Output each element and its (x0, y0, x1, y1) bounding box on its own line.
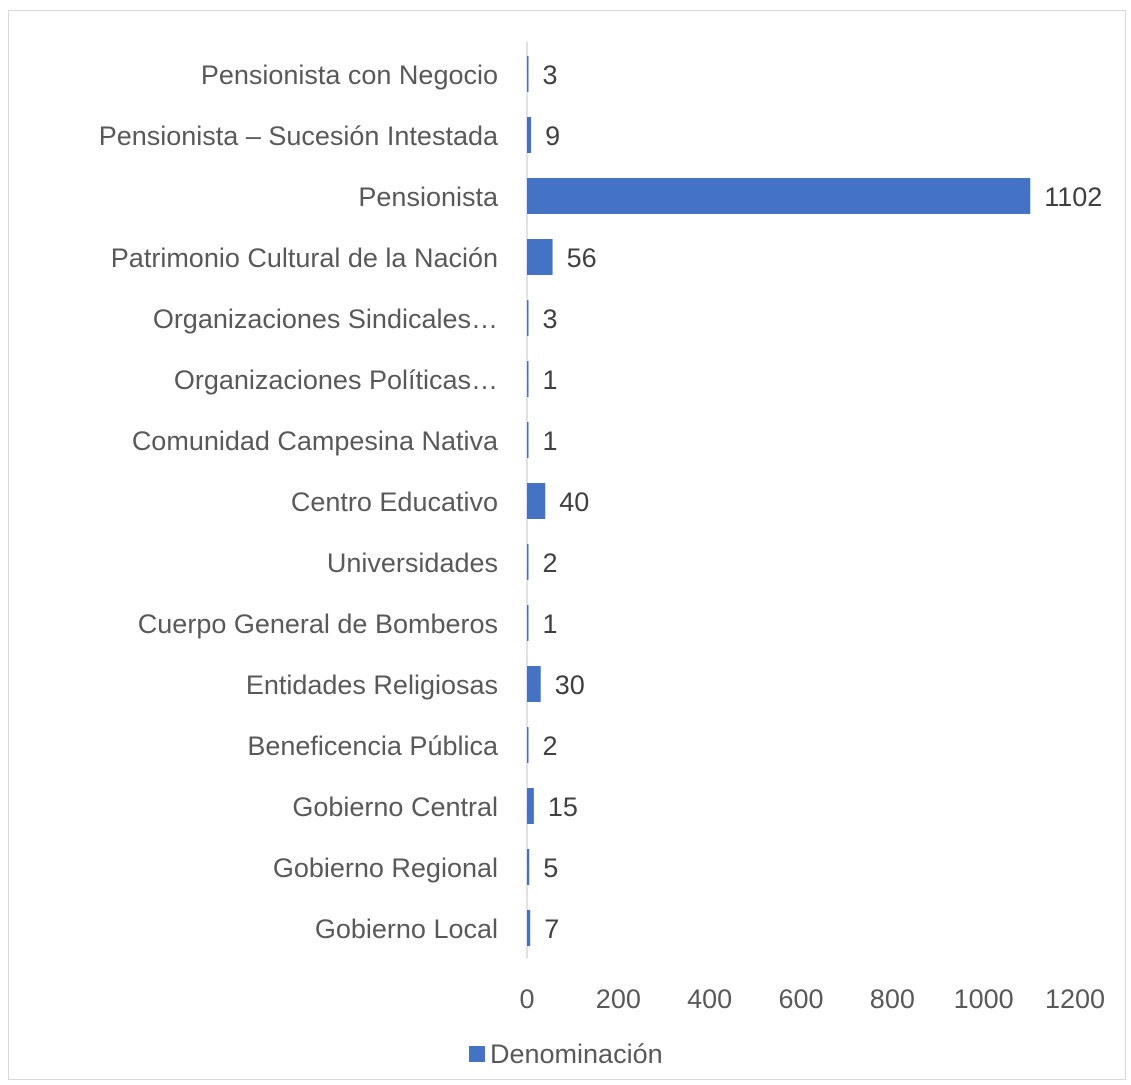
legend: Denominación (469, 1039, 663, 1069)
data-label: 30 (555, 670, 585, 700)
bar (527, 483, 546, 519)
bar (527, 239, 553, 275)
bar (527, 910, 531, 946)
bar (527, 666, 541, 702)
data-label: 3 (543, 60, 558, 90)
category-label: Gobierno Local (315, 914, 498, 944)
x-tick-label: 400 (687, 984, 732, 1014)
legend-label: Denominación (490, 1039, 663, 1069)
x-tick-label: 1000 (954, 984, 1014, 1014)
category-label: Pensionista con Negocio (201, 60, 498, 90)
data-label: 1 (543, 426, 558, 456)
category-label: Pensionista (358, 182, 499, 212)
data-label: 2 (543, 548, 558, 578)
bar (527, 849, 530, 885)
category-label: Entidades Religiosas (246, 670, 498, 700)
bar (527, 544, 529, 580)
bars-layer (527, 56, 1031, 946)
category-label: Gobierno Regional (273, 853, 498, 883)
data-label: 56 (567, 243, 597, 273)
x-tick-labels: 0 200 400 600 800 1000 1200 (519, 984, 1105, 1014)
category-label: Gobierno Central (292, 792, 498, 822)
data-label: 1 (543, 609, 558, 639)
data-label: 9 (545, 121, 560, 151)
x-tick-label: 800 (870, 984, 915, 1014)
data-label: 40 (559, 487, 589, 517)
category-label: Patrimonio Cultural de la Nación (111, 243, 498, 273)
data-label: 1102 (1044, 182, 1102, 212)
category-label: Comunidad Campesina Nativa (132, 426, 499, 456)
data-labels: 3 9 1102 56 3 1 1 40 2 1 30 2 15 5 7 (543, 60, 1103, 944)
category-label: Organizaciones Políticas… (174, 365, 498, 395)
bar (527, 178, 1031, 214)
bar (527, 361, 529, 397)
data-label: 3 (543, 304, 558, 334)
data-label: 7 (544, 914, 559, 944)
bar (527, 300, 529, 336)
x-tick-label: 600 (778, 984, 823, 1014)
bar (527, 788, 534, 824)
category-label: Universidades (327, 548, 498, 578)
bar (527, 727, 529, 763)
data-label: 2 (543, 731, 558, 761)
data-label: 15 (548, 792, 578, 822)
category-labels: Pensionista con Negocio Pensionista – Suc… (99, 60, 499, 944)
x-tick-label: 1200 (1045, 984, 1105, 1014)
category-label: Cuerpo General de Bomberos (138, 609, 498, 639)
data-label: 5 (543, 853, 558, 883)
category-label: Organizaciones Sindicales… (153, 304, 498, 334)
category-label: Centro Educativo (291, 487, 498, 517)
data-label: 1 (543, 365, 558, 395)
bar (527, 56, 529, 92)
x-tick-label: 0 (519, 984, 534, 1014)
category-label: Pensionista – Sucesión Intestada (99, 121, 499, 151)
x-tick-label: 200 (596, 984, 641, 1014)
bar (527, 117, 532, 153)
bar (527, 605, 529, 641)
bar (527, 422, 529, 458)
category-label: Beneficencia Pública (247, 731, 499, 761)
legend-swatch (469, 1046, 485, 1062)
